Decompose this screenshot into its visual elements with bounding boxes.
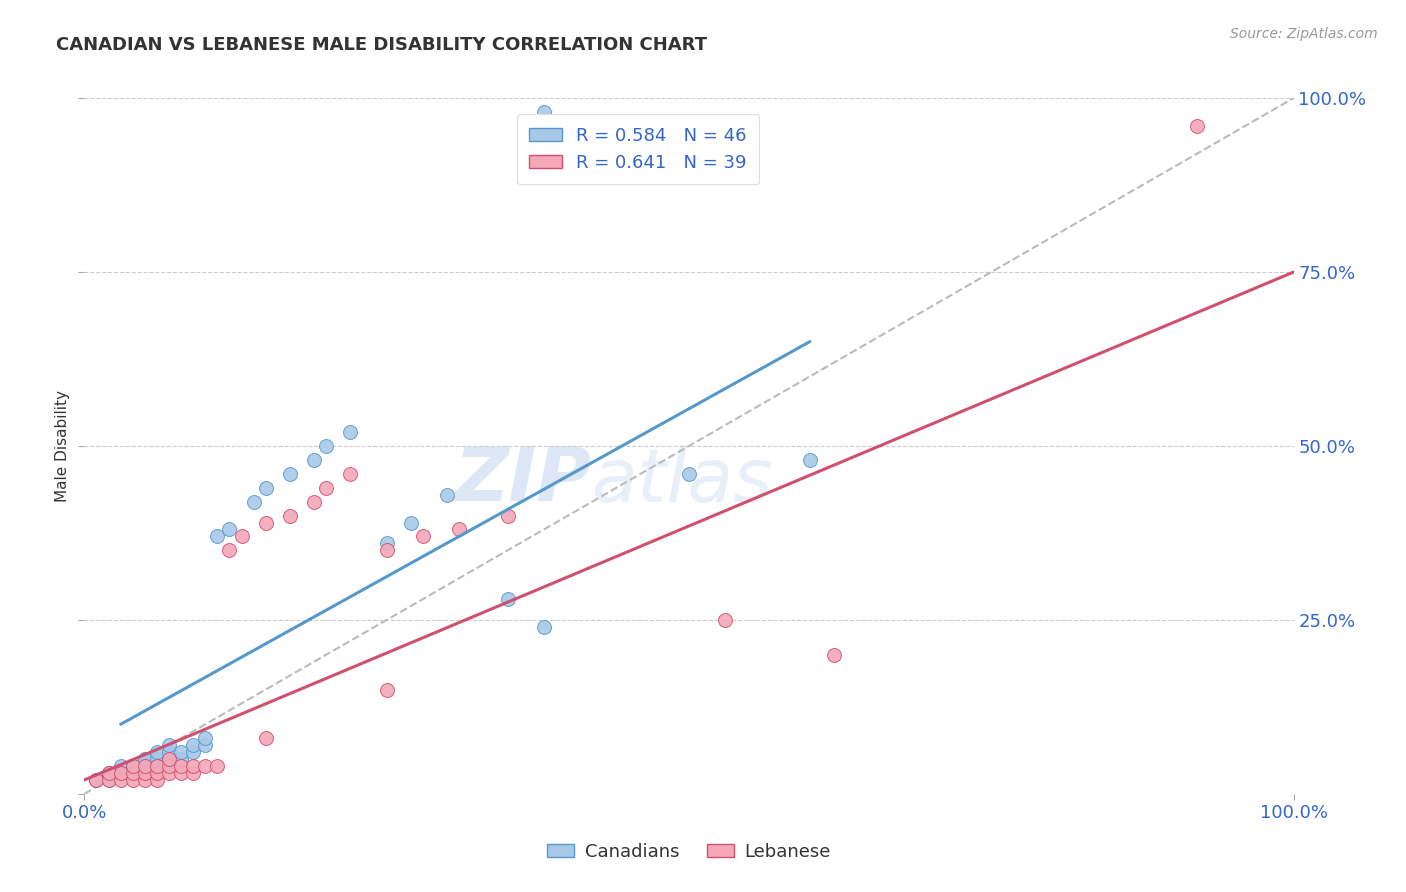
Point [207,529,229,543]
Point [375,682,398,697]
Point [121,759,143,773]
Point [134,759,156,773]
Point [315,481,337,495]
Point [157,759,180,773]
Point [146,759,169,773]
Point [533,105,555,120]
Text: atlas: atlas [592,445,773,516]
Point [823,648,845,662]
Point [399,516,422,530]
Point [714,613,737,627]
Point [146,752,169,766]
Point [181,766,204,780]
Point [134,772,156,787]
Point [97,766,120,780]
Point [157,766,180,780]
Point [194,759,217,773]
Point [121,759,143,773]
Point [170,745,193,759]
Point [194,738,217,752]
Point [157,752,180,766]
Point [170,759,193,773]
Point [181,745,204,759]
Point [121,759,143,773]
Point [1185,119,1208,133]
Point [121,772,143,787]
Point [218,543,240,558]
Point [278,508,301,523]
Point [449,523,471,537]
Point [375,536,398,550]
Point [436,488,458,502]
Point [278,467,301,481]
Point [110,759,132,773]
Point [134,766,156,780]
Point [121,766,143,780]
Point [254,731,277,746]
Point [110,766,132,780]
Point [207,759,229,773]
Point [194,731,217,746]
Point [110,772,132,787]
Point [242,494,264,508]
Point [302,453,325,467]
Point [799,453,821,467]
Point [97,772,120,787]
Point [110,766,132,780]
Point [134,759,156,773]
Point [302,494,325,508]
Point [134,752,156,766]
Point [146,759,169,773]
Point [134,752,156,766]
Point [110,766,132,780]
Point [181,738,204,752]
Point [157,752,180,766]
Point [134,766,156,780]
Point [146,766,169,780]
Point [339,425,361,439]
Point [678,467,700,481]
Point [157,738,180,752]
Point [496,592,519,607]
Point [121,766,143,780]
Point [97,766,120,780]
Point [315,439,337,453]
Text: ZIP: ZIP [456,444,592,517]
Text: Source: ZipAtlas.com: Source: ZipAtlas.com [1230,27,1378,41]
Point [533,620,555,634]
Point [121,766,143,780]
Point [97,772,120,787]
Point [254,481,277,495]
Point [146,745,169,759]
Legend: Canadians, Lebanese: Canadians, Lebanese [540,836,838,868]
Point [97,766,120,780]
Point [339,467,361,481]
Text: CANADIAN VS LEBANESE MALE DISABILITY CORRELATION CHART: CANADIAN VS LEBANESE MALE DISABILITY COR… [56,36,707,54]
Point [170,752,193,766]
Y-axis label: Male Disability: Male Disability [55,390,70,502]
Point [254,516,277,530]
Point [231,529,253,543]
Point [157,745,180,759]
Point [412,529,434,543]
Point [218,523,240,537]
Point [375,543,398,558]
Point [170,766,193,780]
Point [157,752,180,766]
Point [86,772,108,787]
Point [86,772,108,787]
Point [146,759,169,773]
Point [134,759,156,773]
Point [181,759,204,773]
Point [496,508,519,523]
Point [146,772,169,787]
